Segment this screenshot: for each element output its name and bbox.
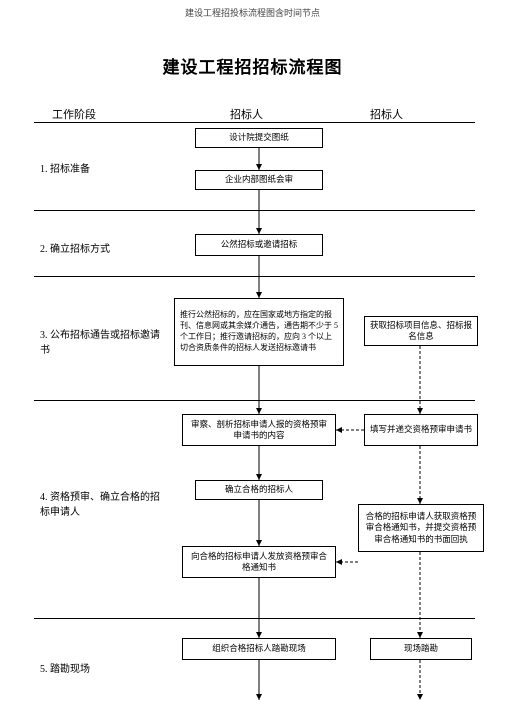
flow-box-b7: 填写并递交资格预审申请书: [364, 414, 478, 446]
section-divider: [34, 618, 475, 619]
stage-label-s4: 4. 资格预审、确立合格的招标申请人: [40, 488, 160, 518]
flow-box-b8: 确立合格的招标人: [195, 480, 323, 500]
flow-box-b9: 合格的招标申请人获取资格预审合格通知书，并提交资格预审合格通知书的书面回执: [358, 504, 484, 552]
stage-label-s3: 3. 公布招标通告或招标邀请书: [40, 326, 160, 356]
flow-box-b6: 审察、剖析招标申请人报的资格预审申请书的内容: [182, 414, 336, 446]
page-header: 建设工程招投标流程图含时间节点: [0, 0, 505, 19]
flow-box-b11: 组织合格招标人踏勘现场: [182, 638, 336, 660]
stage-label-s2: 2. 确立招标方式: [40, 240, 160, 255]
flow-box-b12: 现场踏勘: [370, 638, 472, 660]
flow-box-b5: 获取招标项目信息、招标报名信息: [364, 316, 478, 346]
col-tenderee: 招标人: [230, 106, 263, 122]
stage-label-s5: 5. 踏勘现场: [40, 660, 160, 675]
col-bidder: 招标人: [370, 106, 403, 122]
stage-label-s1: 1. 招标准备: [40, 160, 160, 175]
flow-box-b4: 推行公然招标的，应在国家或地方指定的报刊、信息网或其余媒介通告，通告期不少于 5…: [174, 298, 344, 366]
flow-box-b1: 设计院提交图纸: [195, 128, 323, 148]
col-stage: 工作阶段: [52, 106, 96, 122]
section-divider: [34, 400, 475, 401]
flow-box-b10: 向合格的招标申请人发放资格预审合格通知书: [182, 546, 336, 578]
section-divider: [34, 210, 475, 211]
flow-box-b2: 企业内部图纸会审: [195, 170, 323, 190]
section-divider: [34, 122, 475, 123]
flow-box-b3: 公然招标或邀请招标: [195, 234, 323, 256]
section-divider: [34, 276, 475, 277]
page-title: 建设工程招招标流程图: [0, 53, 505, 78]
